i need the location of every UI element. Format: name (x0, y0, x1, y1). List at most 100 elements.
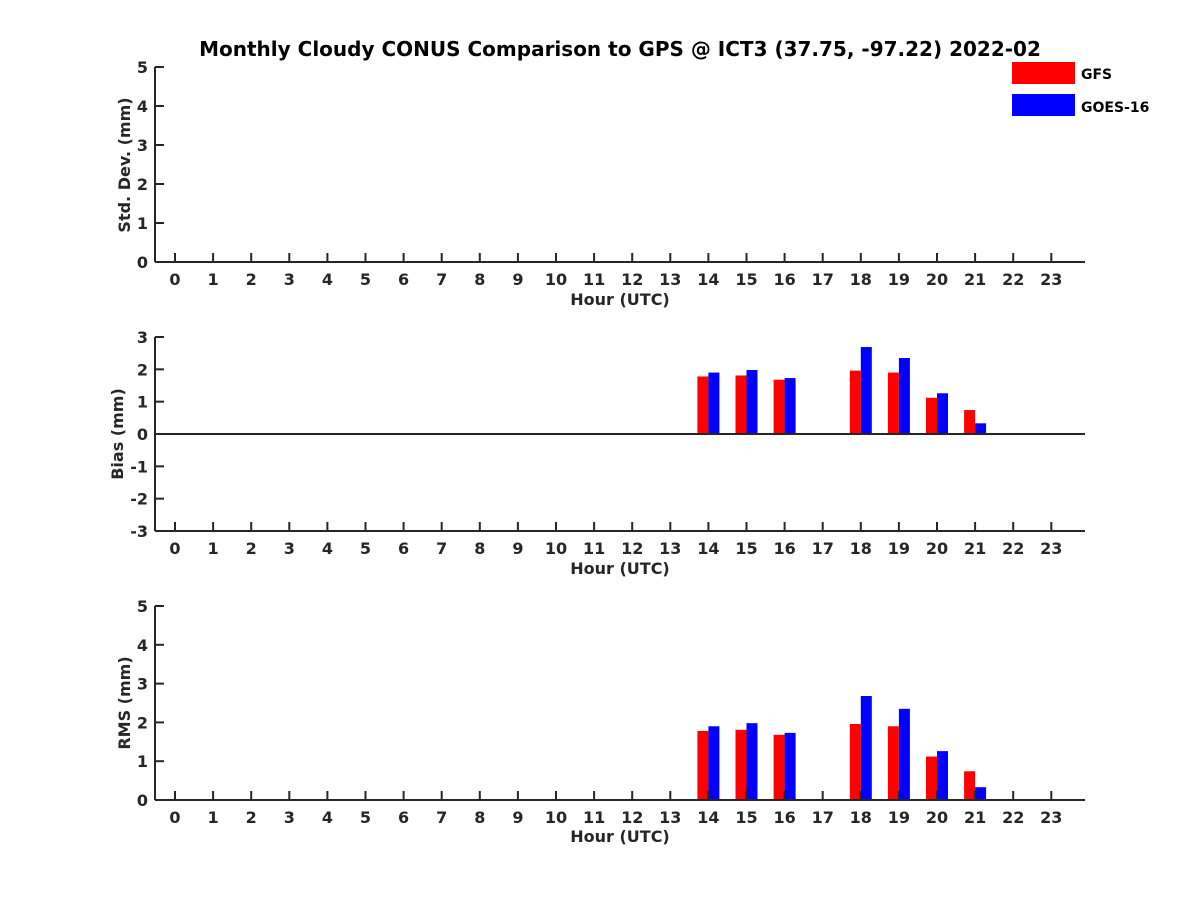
y-tick-label-std-dev-4: 4 (137, 97, 148, 116)
x-tick-label-rms-4: 4 (322, 808, 333, 827)
panel-bias-ylabel: Bias (mm) (108, 388, 127, 480)
y-tick-label-bias--2: -2 (130, 490, 148, 509)
y-tick-label-rms-4: 4 (137, 636, 148, 655)
x-tick-label-bias-14: 14 (697, 539, 719, 558)
x-tick-label-rms-5: 5 (360, 808, 371, 827)
x-tick-label-std-dev-13: 13 (659, 270, 681, 289)
panel-bias-xlabel: Hour (UTC) (570, 559, 670, 578)
x-tick-label-rms-23: 23 (1040, 808, 1062, 827)
x-tick-label-rms-10: 10 (545, 808, 567, 827)
x-tick-label-bias-0: 0 (169, 539, 180, 558)
bar-rms-gfs-h19 (887, 726, 899, 800)
legend-swatch-goes16 (1012, 94, 1075, 116)
x-tick-label-rms-8: 8 (474, 808, 485, 827)
x-tick-label-std-dev-8: 8 (474, 270, 485, 289)
bar-rms-goes-16-h18 (860, 696, 872, 800)
bar-rms-goes-16-h16 (784, 732, 796, 800)
chart-title: Monthly Cloudy CONUS Comparison to GPS @… (199, 37, 1041, 61)
bar-bias-goes-16-h18 (860, 347, 872, 434)
y-tick-label-std-dev-0: 0 (137, 253, 148, 272)
x-tick-label-bias-17: 17 (812, 539, 834, 558)
x-tick-label-rms-15: 15 (735, 808, 757, 827)
x-tick-label-bias-23: 23 (1040, 539, 1062, 558)
x-tick-label-rms-21: 21 (964, 808, 986, 827)
bar-bias-gfs-h16 (773, 379, 785, 434)
x-tick-label-std-dev-19: 19 (888, 270, 910, 289)
bar-bias-goes-16-h20 (937, 393, 948, 434)
x-tick-label-rms-16: 16 (773, 808, 795, 827)
x-tick-label-bias-7: 7 (436, 539, 447, 558)
bar-rms-goes-16-h21 (975, 787, 987, 800)
x-tick-label-bias-13: 13 (659, 539, 681, 558)
x-tick-label-rms-13: 13 (659, 808, 681, 827)
x-tick-label-std-dev-0: 0 (169, 270, 180, 289)
bar-rms-gfs-h16 (773, 734, 785, 800)
x-tick-label-std-dev-10: 10 (545, 270, 567, 289)
x-tick-label-std-dev-2: 2 (246, 270, 257, 289)
bar-bias-goes-16-h15 (746, 369, 758, 434)
x-tick-label-rms-9: 9 (512, 808, 523, 827)
x-tick-label-rms-18: 18 (850, 808, 872, 827)
x-tick-label-bias-6: 6 (398, 539, 409, 558)
bar-rms-gfs-h14 (697, 730, 709, 800)
x-tick-label-rms-22: 22 (1002, 808, 1024, 827)
y-tick-label-std-dev-1: 1 (137, 214, 148, 233)
x-tick-label-bias-2: 2 (246, 539, 257, 558)
x-tick-label-std-dev-14: 14 (697, 270, 719, 289)
x-tick-label-std-dev-22: 22 (1002, 270, 1024, 289)
y-tick-label-std-dev-2: 2 (137, 175, 148, 194)
x-tick-label-rms-20: 20 (926, 808, 948, 827)
x-tick-label-std-dev-20: 20 (926, 270, 948, 289)
x-tick-label-std-dev-11: 11 (583, 270, 605, 289)
y-tick-label-rms-5: 5 (137, 597, 148, 616)
legend-label-gfs: GFS (1081, 67, 1112, 83)
y-tick-label-bias--1: -1 (130, 457, 148, 476)
x-tick-label-bias-3: 3 (284, 539, 295, 558)
x-tick-label-std-dev-21: 21 (964, 270, 986, 289)
x-tick-label-bias-1: 1 (208, 539, 219, 558)
x-tick-label-rms-7: 7 (436, 808, 447, 827)
bar-bias-gfs-h18 (849, 370, 861, 434)
panel-std-dev-xlabel: Hour (UTC) (570, 290, 670, 309)
x-tick-label-bias-5: 5 (360, 539, 371, 558)
y-tick-label-std-dev-3: 3 (137, 136, 148, 155)
x-tick-label-rms-1: 1 (208, 808, 219, 827)
panel-rms-xlabel: Hour (UTC) (570, 827, 670, 846)
x-tick-label-std-dev-5: 5 (360, 270, 371, 289)
x-tick-label-std-dev-17: 17 (812, 270, 834, 289)
legend-swatch-gfs (1012, 62, 1075, 84)
x-tick-label-rms-12: 12 (621, 808, 643, 827)
y-tick-label-rms-2: 2 (137, 713, 148, 732)
y-tick-label-bias--3: -3 (130, 522, 148, 541)
x-tick-label-std-dev-3: 3 (284, 270, 295, 289)
bar-bias-gfs-h21 (964, 410, 976, 434)
x-tick-label-std-dev-9: 9 (512, 270, 523, 289)
x-tick-label-std-dev-23: 23 (1040, 270, 1062, 289)
bar-bias-gfs-h15 (735, 375, 747, 434)
x-tick-label-rms-11: 11 (583, 808, 605, 827)
bar-bias-goes-16-h16 (784, 378, 796, 434)
x-tick-label-bias-12: 12 (621, 539, 643, 558)
x-tick-label-std-dev-16: 16 (773, 270, 795, 289)
bar-rms-gfs-h20 (926, 756, 937, 800)
x-tick-label-bias-4: 4 (322, 539, 333, 558)
bar-bias-goes-16-h21 (975, 423, 987, 434)
y-tick-label-bias-2: 2 (137, 360, 148, 379)
legend-label-goes16: GOES-16 (1081, 100, 1149, 116)
y-tick-label-rms-1: 1 (137, 752, 148, 771)
bar-bias-gfs-h14 (697, 376, 709, 434)
bar-bias-goes-16-h14 (708, 372, 720, 434)
legend: GFS GOES-16 (1012, 62, 1149, 116)
x-tick-label-bias-10: 10 (545, 539, 567, 558)
x-tick-label-bias-16: 16 (773, 539, 795, 558)
bar-rms-goes-16-h15 (746, 723, 758, 800)
x-tick-label-bias-11: 11 (583, 539, 605, 558)
x-tick-label-std-dev-6: 6 (398, 270, 409, 289)
bar-rms-gfs-h15 (735, 729, 747, 800)
x-tick-label-std-dev-18: 18 (850, 270, 872, 289)
x-tick-label-rms-17: 17 (812, 808, 834, 827)
x-tick-label-rms-6: 6 (398, 808, 409, 827)
